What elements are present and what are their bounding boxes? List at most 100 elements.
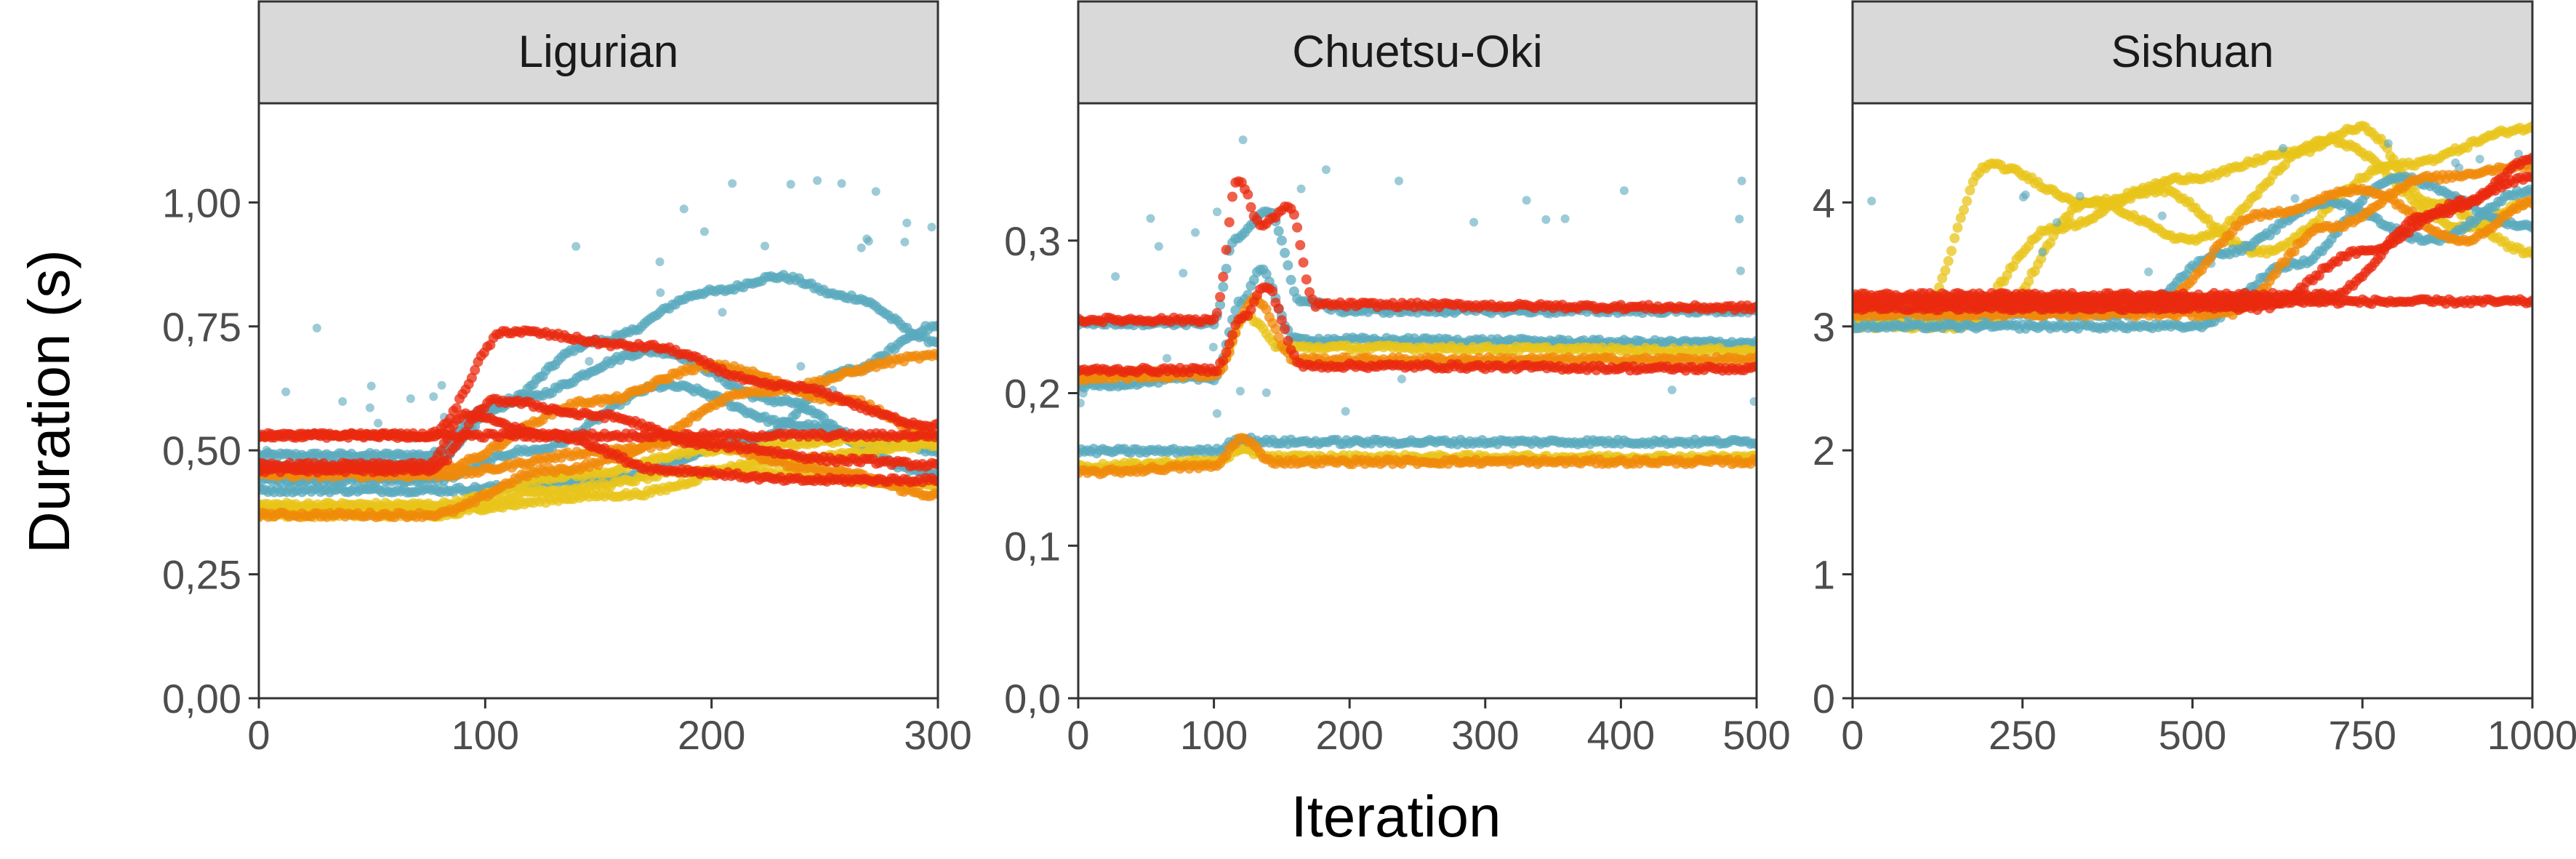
- data-point: [1163, 353, 1171, 363]
- panel-strip: [1077, 0, 1758, 105]
- data-point: [1752, 301, 1757, 312]
- data-point: [1111, 272, 1120, 281]
- panel-data: [1078, 135, 1757, 479]
- data-point: [1737, 176, 1746, 185]
- data-point: [679, 204, 689, 214]
- data-point: [338, 397, 348, 406]
- data-point: [1296, 184, 1306, 193]
- data-point: [856, 243, 866, 252]
- data-point: [1146, 214, 1155, 223]
- data-point: [1560, 214, 1570, 223]
- data-point: [571, 241, 581, 251]
- data-point: [1752, 439, 1757, 450]
- data-point: [1154, 241, 1163, 251]
- data-point: [1248, 274, 1259, 285]
- data-point: [761, 241, 769, 251]
- series-orange: [1078, 433, 1757, 479]
- data-point: [1208, 343, 1218, 352]
- series-red: [1078, 176, 1757, 328]
- series-red: [1078, 282, 1757, 378]
- data-point: [1397, 375, 1406, 384]
- data-point: [374, 418, 382, 428]
- data-point: [1235, 386, 1245, 396]
- data-point: [933, 476, 938, 487]
- data-point: [1215, 292, 1226, 303]
- data-point: [1213, 207, 1221, 217]
- data-point: [718, 308, 727, 317]
- data-point: [1218, 281, 1229, 292]
- data-point: [365, 403, 374, 412]
- data-point: [1230, 305, 1241, 316]
- data-point: [927, 223, 936, 232]
- data-point: [1469, 217, 1479, 227]
- data-point: [1245, 201, 1256, 212]
- data-point: [466, 372, 477, 383]
- data-point: [933, 320, 938, 331]
- data-point: [1191, 228, 1200, 237]
- data-point: [1283, 260, 1293, 271]
- data-point: [656, 288, 665, 297]
- data-point: [1261, 304, 1272, 315]
- data-point: [933, 489, 938, 500]
- data-point: [728, 179, 737, 188]
- data-point: [442, 455, 452, 466]
- data-point: [1341, 407, 1350, 416]
- data-point: [933, 430, 938, 441]
- series-red: [259, 428, 938, 443]
- data-point: [1273, 225, 1284, 236]
- data-point: [1752, 352, 1757, 363]
- data-point: [902, 218, 912, 228]
- data-point: [900, 237, 910, 247]
- data-point: [1321, 165, 1331, 175]
- data-point: [1243, 189, 1253, 200]
- y-tick-label: 0,75: [162, 304, 241, 350]
- data-point: [366, 381, 376, 391]
- data-point: [611, 329, 620, 339]
- data-point: [1261, 388, 1271, 397]
- data-point: [1221, 244, 1232, 255]
- data-point: [1395, 176, 1403, 185]
- data-point: [585, 356, 594, 366]
- data-point: [1522, 196, 1531, 205]
- data-point: [451, 403, 462, 414]
- y-tick-label: 0,00: [162, 676, 241, 722]
- data-point: [1285, 274, 1296, 285]
- data-point: [1218, 271, 1229, 282]
- data-point: [437, 380, 446, 390]
- x-tick-label: 200: [678, 712, 745, 758]
- data-point: [1752, 336, 1757, 346]
- data-point: [813, 176, 822, 185]
- data-point: [1752, 456, 1757, 467]
- panel-data: [259, 176, 938, 522]
- data-point: [1261, 268, 1272, 279]
- data-point: [1298, 257, 1309, 268]
- data-point: [1270, 324, 1281, 335]
- data-point: [933, 337, 938, 348]
- panel-title: Chuetsu-Oki: [1292, 27, 1543, 77]
- data-point: [1301, 274, 1312, 285]
- x-tick-label: 0: [247, 712, 270, 758]
- data-point: [262, 445, 271, 455]
- data-point: [933, 441, 938, 452]
- data-point: [933, 350, 938, 361]
- data-point: [429, 392, 438, 401]
- y-tick-label: 0,25: [162, 552, 241, 598]
- data-point: [406, 394, 415, 404]
- data-point: [1735, 215, 1744, 224]
- x-tick-label: 300: [904, 712, 971, 758]
- data-point: [1541, 215, 1551, 224]
- y-tick-label: 1,00: [162, 180, 241, 225]
- data-point: [1619, 186, 1629, 196]
- data-point: [786, 180, 795, 189]
- data-point: [312, 324, 321, 332]
- data-point: [1736, 266, 1745, 276]
- data-point: [1667, 385, 1677, 395]
- data-point: [1215, 300, 1226, 311]
- data-point: [1288, 209, 1299, 220]
- panel-strip: [257, 0, 939, 105]
- data-point: [837, 179, 846, 188]
- data-point: [1211, 308, 1222, 319]
- y-tick-label: 0,50: [162, 428, 241, 474]
- data-point: [1280, 247, 1291, 258]
